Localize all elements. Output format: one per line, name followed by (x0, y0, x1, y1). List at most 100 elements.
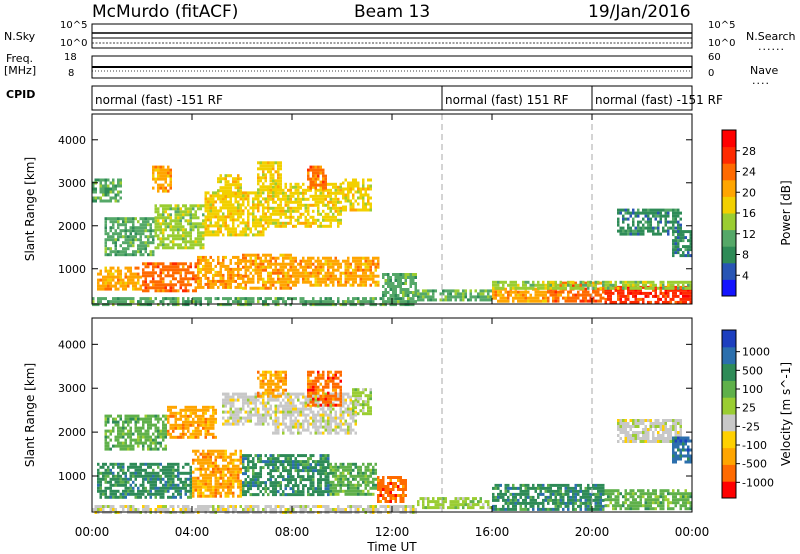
data-region (329, 462, 377, 496)
data-region (192, 449, 242, 498)
colorbar-swatch (722, 229, 736, 247)
y-axis-label: Slant Range [km] (23, 157, 37, 261)
x-tick-label: 08:00 (275, 525, 310, 539)
date-label: 19/Jan/2016 (588, 2, 691, 22)
nave-tick-top: 60 (708, 52, 721, 63)
colorbar-tick-label: 16 (742, 207, 756, 220)
y-tick-label: 2000 (58, 426, 86, 439)
data-region (104, 414, 167, 451)
y-axis-label: Slant Range [km] (23, 363, 37, 467)
data-region (92, 178, 122, 203)
colorbar-swatch (722, 430, 736, 449)
freq-tick-bottom: 8 (68, 68, 75, 79)
axes: 00:00 04:00 08:00 12:00 16:00 20:00 00:00 Time … (75, 525, 710, 554)
x-tick-label: 16:00 (475, 525, 510, 539)
colorbar-swatch (722, 330, 736, 348)
cpid-segment-label: normal (fast) -151 RF (595, 93, 723, 107)
data-region (142, 262, 197, 293)
colorbar-swatch (722, 246, 736, 264)
plot-title: McMurdo (fitACF) (92, 2, 239, 22)
colorbar-swatch (722, 414, 736, 432)
x-tick-label: 12:00 (375, 525, 410, 539)
colorbar-label: Power [dB] (779, 180, 793, 245)
nsearch-label: N.Search (746, 30, 796, 43)
colorbar-tick-label: 1000 (742, 346, 770, 359)
cpid-segment-label: normal (fast) -151 RF (95, 93, 223, 107)
data-region (242, 253, 292, 290)
data-region (104, 217, 155, 257)
nsky-tick-top: 10^5 (60, 20, 88, 31)
cpid-label: CPID (6, 88, 36, 101)
colorbar-swatch (722, 397, 736, 415)
y-tick-label: 3000 (58, 177, 86, 190)
y-tick-label: 4000 (58, 338, 86, 351)
nsearch-tick-bottom: 10^0 (708, 38, 736, 49)
x-tick-label: 00:00 (675, 525, 710, 539)
nave-tick-bottom: 0 (708, 68, 715, 79)
data-region (197, 255, 242, 289)
colorbar-tick-label: 20 (742, 186, 756, 199)
colorbar-swatch (722, 279, 736, 297)
data-region (257, 161, 282, 195)
data-region (377, 476, 407, 503)
cpid-strip (91, 85, 693, 111)
colorbar-swatch (722, 481, 736, 499)
nave-dots: .... (752, 74, 770, 87)
y-tick-label: 1000 (58, 263, 86, 276)
colorbar-swatch (722, 464, 736, 482)
data-region (97, 462, 192, 499)
data-region (382, 273, 417, 297)
data-region (152, 165, 172, 193)
data-region (604, 489, 692, 511)
y-tick-label: 2000 (58, 220, 86, 233)
colorbar-swatch (722, 163, 736, 181)
data-region (242, 454, 330, 497)
colorbar-swatch (722, 363, 736, 381)
nsearch-tick-top: 10^5 (708, 20, 736, 31)
data-region (307, 165, 327, 190)
data-region (492, 280, 692, 290)
x-tick-label: 20:00 (575, 525, 610, 539)
data-region (307, 370, 342, 407)
cpid-segment-label: normal (fast) 151 RF (445, 93, 569, 107)
y-tick-label: 1000 (58, 470, 86, 483)
data-region (352, 388, 372, 416)
beam-label: Beam 13 (354, 2, 431, 22)
data-region (617, 419, 682, 443)
data-region (417, 497, 492, 510)
x-tick-label: 04:00 (175, 525, 210, 539)
data-region (257, 370, 287, 398)
nsky-tick-bottom: 10^0 (60, 38, 88, 49)
colorbar-swatch (722, 380, 736, 398)
power-panel: 1000 2000 3000 4000 Slant Range [km] 4 8 12 16 20… (23, 113, 793, 307)
colorbar-swatch (722, 447, 736, 465)
data-region (97, 266, 142, 291)
colorbar-swatch (722, 179, 736, 197)
data-region (217, 174, 242, 199)
colorbar-swatch (722, 262, 736, 280)
colorbar-tick-label: 8 (742, 249, 749, 262)
colorbar-swatch (722, 213, 736, 231)
nsky-label: N.Sky (4, 30, 36, 43)
data-region (492, 483, 605, 511)
data-region (672, 436, 692, 464)
colorbar-tick-label: 24 (742, 166, 756, 179)
nsky-strip (91, 23, 693, 49)
colorbar-tick-label: 500 (742, 364, 763, 377)
nave-label: Nave (750, 64, 779, 77)
colorbar-tick-label: 28 (742, 145, 756, 158)
x-axis-label: Time UT (366, 540, 417, 554)
y-tick-label: 3000 (58, 382, 86, 395)
colorbar-label: Velocity [m s^-1] (779, 362, 793, 466)
colorbar-frame (721, 329, 737, 499)
colorbar-tick-label: 25 (742, 402, 756, 415)
colorbar-tick-label: -500 (742, 458, 767, 471)
freq-tick-top: 18 (64, 52, 77, 63)
colorbar-tick-label: 4 (742, 269, 749, 282)
colorbar: 1000 500 100 25 -25 -100 -500 -1000 Velocity [m … (721, 329, 793, 499)
data-region (167, 405, 217, 439)
data-region (672, 230, 692, 258)
